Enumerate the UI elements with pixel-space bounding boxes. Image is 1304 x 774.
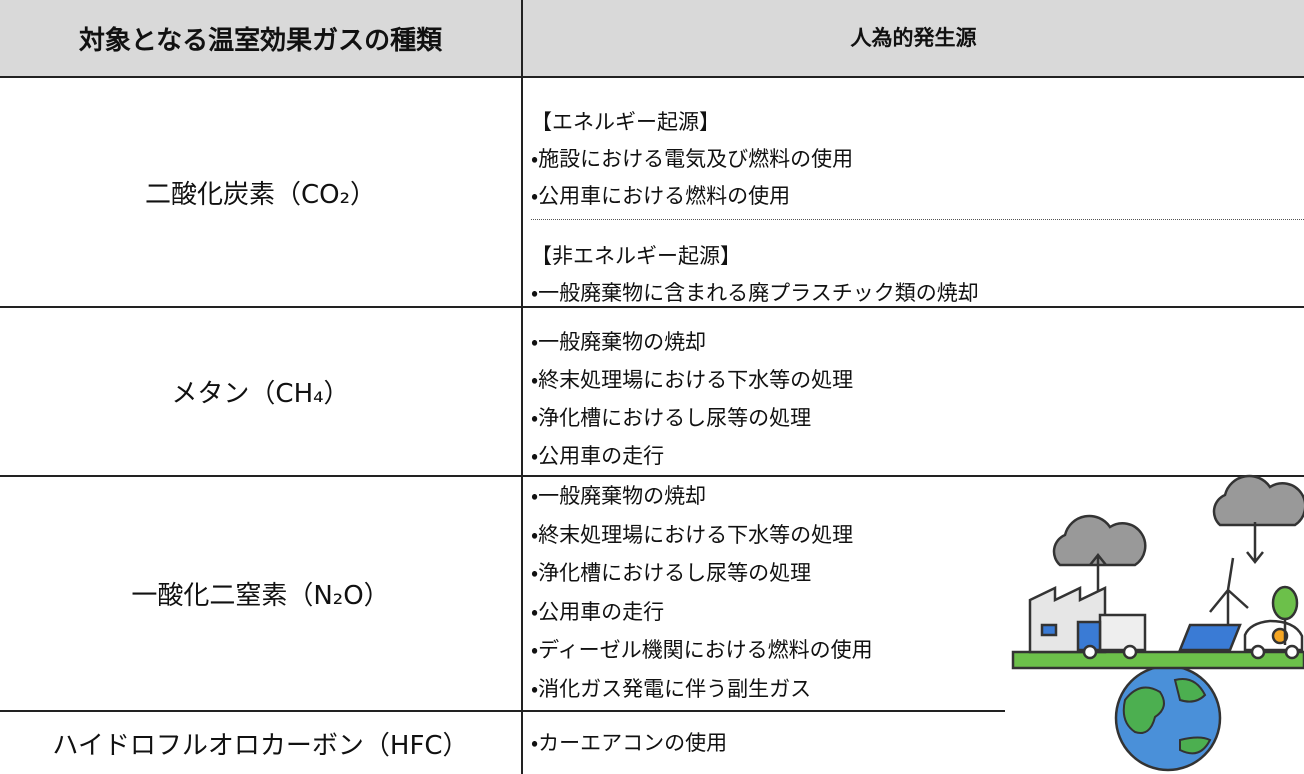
table-row: 二酸化炭素（CO₂） 【エネルギー起源】・施設における電気及び燃料の使用 ・公用車に… (0, 78, 1304, 308)
source-item: ・終末処理場における下水等の処理 (531, 522, 854, 547)
group-heading: 【非エネルギー起源】 (531, 244, 741, 268)
source-item: ・一般廃棄物に含まれる廃プラスチック類の焼却 (531, 281, 979, 305)
gas-cell: ハイドロフルオロカーボン（HFC） (52, 730, 469, 761)
source-item: ・施設における電気及び燃料の使用 (531, 147, 854, 171)
source-group: ・一般廃棄物の焼却・終末処理場における下水等の処理 ・浄化槽におけるし尿等の処理・… (531, 308, 1304, 475)
source-item: ・浄化槽におけるし尿等の処理 (531, 561, 812, 585)
source-cell: ・一般廃棄物の焼却 ・終末処理場における下水等の処理 ・浄化槽におけるし尿等の処理・… (521, 477, 1005, 710)
group-heading: 【エネルギー起源】 (531, 110, 720, 134)
source-item: ・ディーゼル機関における燃料の使用 (531, 638, 873, 662)
header-cell: 対象となる温室効果ガスの種類 (78, 25, 443, 56)
source-item: ・公用車における燃料の使用 (531, 184, 791, 208)
header-row: 対象となる温室効果ガスの種類 人為的発生源 (0, 0, 1304, 78)
table-row: 一酸化二窒素（N₂O） ・一般廃棄物の焼却・終末処理場における下水等の処理 ・浄化槽… (0, 477, 1005, 712)
source-group: 【エネルギー起源】・施設における電気及び燃料の使用 ・公用車における燃料の使用 (531, 78, 1304, 220)
source-item: ・一般廃棄物の焼却 (531, 330, 707, 354)
source-item: ・公用車の走行 (531, 599, 665, 624)
gas-cell: 二酸化炭素（CO₂） (144, 179, 377, 210)
header-cell: 人為的発生源 (521, 0, 1304, 76)
source-item: ・一般廃棄物の焼却 (531, 484, 707, 508)
source-cell: 【エネルギー起源】 ・施設における電気及び燃料の使用 ・公用車における燃料の使用 【非… (521, 78, 1304, 306)
source-item: ・公用車の走行 (531, 444, 665, 468)
source-group: ・カーエアコンの使用 (531, 712, 1304, 762)
source-item: ・消化ガス発電に伴う副生ガス (531, 676, 812, 701)
source-cell: ・カーエアコンの使用 (521, 712, 1304, 774)
source-cell: ・一般廃棄物の焼却・終末処理場における下水等の処理 ・浄化槽におけるし尿等の処理・… (521, 308, 1304, 475)
source-item: ・終末処理場における下水等の処理 (531, 368, 854, 392)
source-group: ・一般廃棄物の焼却 ・終末処理場における下水等の処理 ・浄化槽におけるし尿等の処理・… (531, 477, 1005, 708)
gas-cell: 一酸化二窒素（N₂O） (131, 581, 390, 611)
gas-cell: メタン（CH₄） (171, 379, 350, 409)
source-group: 【非エネルギー起源】・一般廃棄物に含まれる廃プラスチック類の焼却 (531, 220, 1304, 308)
table-row: メタン（CH₄） ・一般廃棄物の焼却・終末処理場における下水等の処理 ・浄化槽におけ… (0, 308, 1304, 477)
table-row: ハイドロフルオロカーボン（HFC） ・カーエアコンの使用 (0, 712, 1005, 774)
source-item: ・浄化槽におけるし尿等の処理 (531, 406, 812, 430)
source-item: ・カーエアコンの使用 (531, 731, 728, 755)
